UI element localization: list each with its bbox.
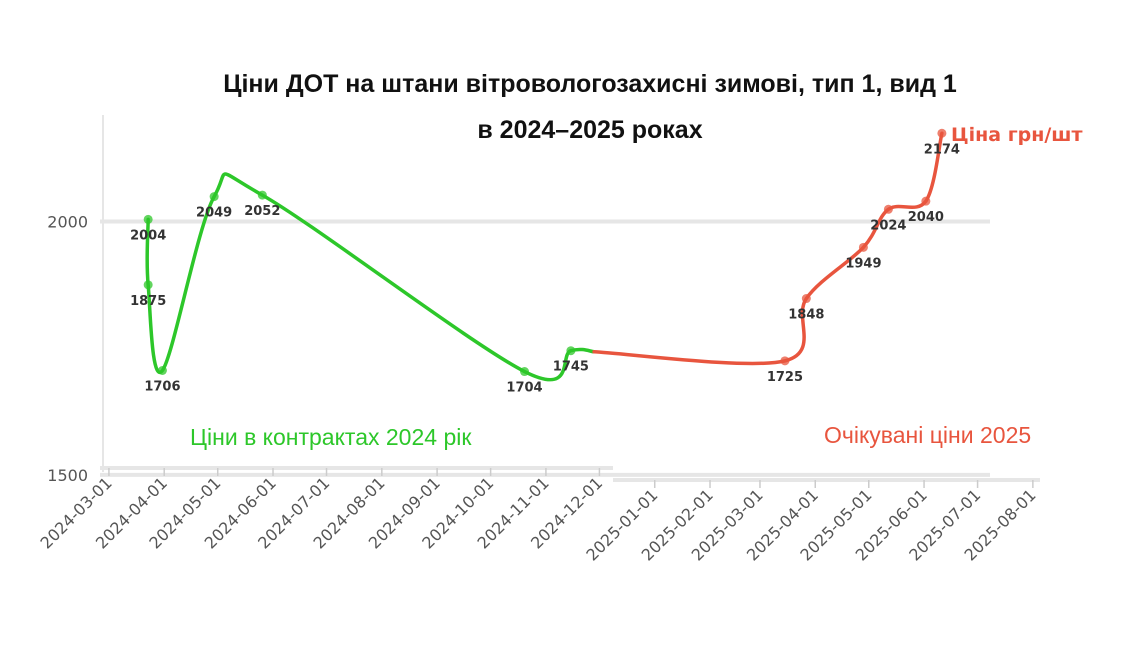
chart-title-line-2: в 2024–2025 роках [477, 116, 703, 144]
data-label: 2024 [870, 218, 906, 233]
data-label: 2040 [908, 210, 944, 225]
data-point [520, 367, 530, 377]
data-label: 2049 [196, 206, 232, 221]
contract-prices-annotation: Ціни в контрактах 2024 рік [190, 424, 472, 450]
y-tick-label: 2000 [47, 212, 88, 231]
data-point [143, 280, 153, 290]
series-line-1 [592, 131, 944, 366]
data-label: 1745 [553, 360, 589, 375]
data-point [883, 204, 893, 214]
chart-title-line-1: Ціни ДОТ на штани вітровологозахисні зим… [223, 70, 957, 98]
data-label: 1875 [130, 294, 166, 309]
data-point [143, 214, 153, 224]
data-point [157, 366, 167, 375]
data-point [209, 192, 219, 202]
data-label: 2004 [130, 228, 166, 243]
data-point [801, 294, 811, 304]
y-tick-label: 1500 [47, 466, 88, 485]
series-line-0 [145, 172, 596, 382]
data-label: 2052 [244, 204, 280, 219]
data-label: 1725 [767, 370, 803, 385]
data-point [257, 190, 267, 200]
data-point [937, 128, 947, 138]
data-label: 2174 [924, 142, 960, 157]
data-label: 1704 [506, 381, 542, 396]
data-point [921, 196, 931, 206]
data-label: 1706 [144, 380, 180, 395]
data-label: 1949 [845, 256, 881, 271]
data-point [858, 242, 868, 252]
series-label-price: Ціна грн/шт [951, 124, 1083, 146]
expected-prices-annotation: Очікувані ціни 2025 [824, 422, 1032, 448]
data-point [780, 356, 790, 366]
data-label: 1848 [788, 308, 824, 323]
data-point [566, 346, 576, 356]
